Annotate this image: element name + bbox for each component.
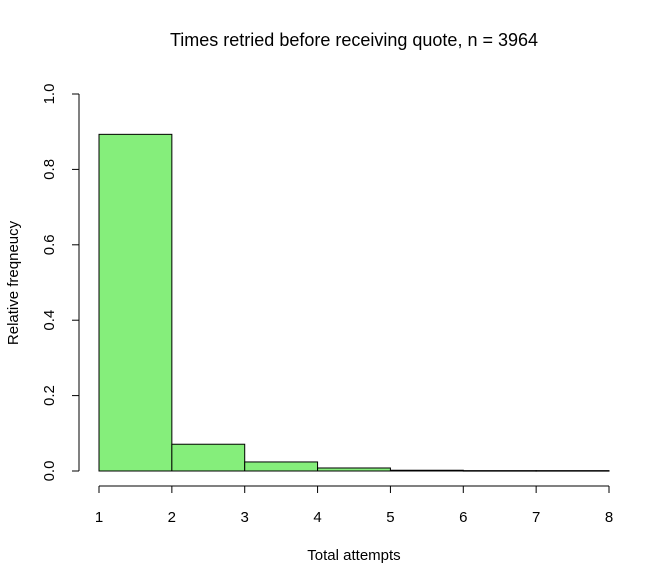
x-axis: 1 2 3 4 5 6 7 8: [95, 485, 613, 526]
x-tick-label: 1: [95, 509, 103, 526]
x-tick-label: 2: [168, 509, 176, 526]
x-tick-label: 7: [532, 509, 540, 526]
y-tick-label: 0.2: [41, 385, 58, 406]
x-tick-label: 6: [459, 509, 467, 526]
histogram-bar: [171, 443, 246, 472]
y-tick-label: 0.8: [41, 159, 58, 180]
y-axis: 0.0 0.2 0.4 0.6 0.8 1.0: [41, 84, 80, 482]
y-tick-label: 0.0: [41, 461, 58, 482]
x-axis-label: Total attempts: [307, 547, 400, 564]
x-tick-label: 3: [241, 509, 249, 526]
histogram-bar: [244, 461, 319, 472]
x-tick-label: 5: [386, 509, 394, 526]
histogram-bar: [535, 470, 610, 472]
y-tick-label: 0.6: [41, 234, 58, 255]
y-tick-label: 0.4: [41, 310, 58, 331]
y-tick-label: 1.0: [41, 84, 58, 105]
histogram-bar: [389, 469, 464, 472]
x-tick-label: 8: [605, 509, 613, 526]
histogram-bar: [98, 133, 173, 472]
y-axis-label: Relative freqneucy: [5, 220, 22, 345]
histogram-bar: [317, 467, 391, 472]
histogram-bar: [462, 470, 537, 472]
bars-group: [98, 133, 610, 472]
chart-title: Times retried before receiving quote, n …: [170, 30, 538, 50]
x-tick-label: 4: [313, 509, 321, 526]
